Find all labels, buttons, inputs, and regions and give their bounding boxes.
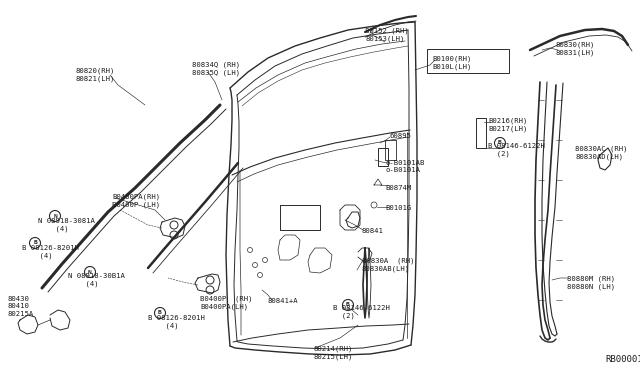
Text: B: B: [346, 302, 350, 308]
Text: B0101G: B0101G: [385, 205, 412, 211]
Text: 80820(RH)
80821(LH): 80820(RH) 80821(LH): [76, 68, 115, 83]
FancyBboxPatch shape: [427, 49, 509, 73]
Text: 80214(RH)
80215(LH): 80214(RH) 80215(LH): [313, 346, 353, 360]
Bar: [378, 148, 388, 166]
Bar: [476, 118, 486, 148]
Text: B 08146-6122H
  (2): B 08146-6122H (2): [488, 143, 545, 157]
Text: B0400P  (RH)
B0400PA(LH): B0400P (RH) B0400PA(LH): [200, 295, 253, 310]
Text: RB00001K: RB00001K: [605, 355, 640, 364]
Text: N 08918-3081A
    (4): N 08918-3081A (4): [38, 218, 95, 232]
Text: B: B: [33, 241, 37, 246]
Text: 80880M (RH)
80880N (LH): 80880M (RH) 80880N (LH): [567, 275, 615, 289]
Text: 60895: 60895: [390, 133, 412, 139]
Text: 80152 (RH)
80153(LH): 80152 (RH) 80153(LH): [365, 28, 409, 42]
Text: B: B: [498, 141, 502, 145]
Text: 80830A  (RH)
80830AB(LH): 80830A (RH) 80830AB(LH): [362, 258, 415, 273]
Text: 80841+A: 80841+A: [268, 298, 299, 304]
Text: B0400PA(RH)
B0400P (LH): B0400PA(RH) B0400P (LH): [112, 193, 160, 208]
Text: o-B0101AB
o-B0101A: o-B0101AB o-B0101A: [385, 160, 424, 173]
Text: B 08126-8201H
    (4): B 08126-8201H (4): [22, 245, 79, 259]
Text: B0216(RH)
B0217(LH): B0216(RH) B0217(LH): [488, 118, 527, 132]
Text: 80841: 80841: [362, 228, 384, 234]
Text: B 08126-8201H
    (4): B 08126-8201H (4): [148, 315, 205, 329]
Text: B: B: [158, 311, 162, 315]
Text: N 08918-30B1A
    (4): N 08918-30B1A (4): [68, 273, 125, 287]
Text: 80834Q (RH)
80835Q (LH): 80834Q (RH) 80835Q (LH): [192, 62, 240, 77]
Text: 80830(RH)
80831(LH): 80830(RH) 80831(LH): [555, 42, 595, 57]
Text: N: N: [53, 214, 57, 218]
Text: N: N: [88, 269, 92, 275]
Text: 80830AC (RH)
80830AD(LH): 80830AC (RH) 80830AD(LH): [575, 145, 627, 160]
Text: B0100(RH)
B010L(LH): B0100(RH) B010L(LH): [432, 55, 472, 70]
Text: B 08146-6122H
  (2): B 08146-6122H (2): [333, 305, 390, 319]
Text: B0874M: B0874M: [385, 185, 412, 191]
Text: 80430
80410
80215A: 80430 80410 80215A: [8, 296, 35, 317]
